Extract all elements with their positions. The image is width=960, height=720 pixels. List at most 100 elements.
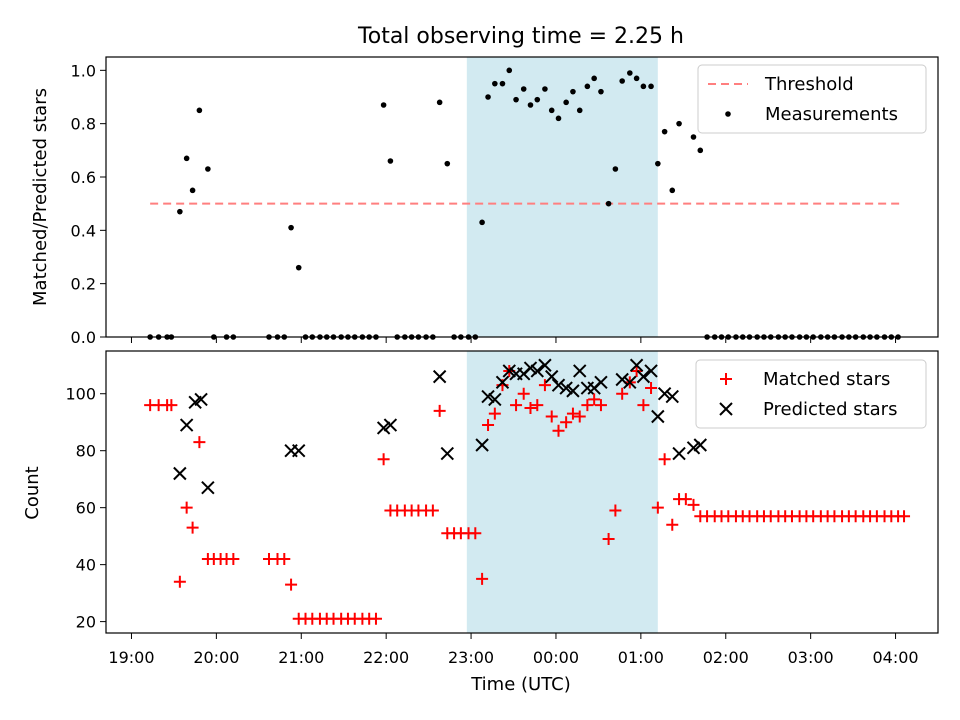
predicted-stars-point: [551, 378, 566, 392]
predicted-stars-point: [651, 409, 665, 424]
top-legend-box: [697, 64, 927, 134]
legend-matched-swatch: [720, 373, 732, 385]
measurements-point: [591, 75, 597, 82]
top-panel: 0.0 0.2 0.4 0.6 0.8 1.0 Matched/Predicted sta…: [30, 56, 939, 347]
predicted-stars-point: [672, 446, 686, 461]
measurements-point: [640, 83, 647, 90]
matched-stars-point: [637, 399, 650, 412]
bottom-y-tick-label: 100: [65, 385, 96, 404]
measurements-point: [542, 86, 548, 92]
predicted-stars-point: [481, 389, 495, 404]
measurements-point: [627, 70, 633, 76]
measurements-point: [548, 107, 555, 114]
matched-stars-point: [285, 578, 298, 591]
measurements-point: [690, 134, 697, 140]
bottom-axes-frame: [105, 350, 939, 634]
predicted-stars-point: [440, 446, 454, 461]
measurements-point: [612, 166, 619, 172]
top-y-tick-label: 0.8: [71, 115, 96, 134]
predicted-stars-point: [566, 384, 580, 398]
measurements-point: [513, 96, 519, 103]
predicted-stars-point: [623, 375, 637, 390]
matched-stars-point: [426, 504, 439, 517]
top-y-tick-label: 0.2: [71, 275, 96, 294]
x-tick-label: 23:00: [448, 648, 494, 667]
top-shaded-region: [466, 57, 658, 337]
measurements-point: [499, 80, 506, 87]
x-tick-label: 02:00: [703, 648, 749, 667]
top-plot-layer: 0.0 0.2 0.4 0.6 0.8 1.0: [71, 56, 939, 347]
measurements-point: [205, 166, 211, 172]
measurements-point: [648, 83, 654, 90]
matched-stars-point: [545, 410, 558, 423]
measurements-point: [655, 160, 661, 167]
x-tick-label: 20:00: [193, 648, 239, 667]
predicted-stars-point: [636, 369, 651, 384]
x-axis-label: Time (UTC): [470, 674, 571, 695]
x-tick-label: 19:00: [108, 648, 154, 667]
predicted-stars-point: [173, 466, 187, 481]
legend-predicted-label: Predicted stars: [763, 399, 897, 420]
measurements-point: [697, 147, 704, 154]
predicted-stars-point: [179, 418, 194, 432]
measurements-point: [444, 160, 451, 167]
predicted-stars-point: [538, 358, 552, 372]
predicted-stars-point: [502, 364, 516, 378]
x-tick-label: 21:00: [278, 648, 324, 667]
measurements-point: [669, 187, 676, 194]
bottom-panel: 20 40 60 80 100 19:00 20:00 21:00 22:00 23:00 00:0…: [22, 350, 939, 695]
measurements-point: [676, 120, 682, 127]
measurements-point: [380, 102, 387, 108]
predicted-stars-point: [201, 481, 215, 495]
measurements-point: [576, 107, 583, 114]
predicted-stars-point: [376, 421, 391, 435]
matched-stars-point: [602, 533, 615, 545]
top-y-tick-label: 1.0: [71, 61, 96, 80]
predicted-stars-point: [495, 375, 510, 390]
predicted-stars-point: [644, 364, 658, 378]
measurements-point: [436, 99, 443, 106]
x-tick-label: 04:00: [872, 648, 918, 667]
figure-title: Total observing time = 2.25 h: [357, 24, 684, 49]
predicted-stars-point: [629, 358, 644, 372]
measurements-point: [492, 80, 498, 87]
bottom-plot-layer: 20 40 60 80 100 19:00 20:00 21:00 22:00 23:00 00:0…: [65, 350, 939, 667]
measurements-point: [387, 158, 394, 164]
bottom-y-tick-label: 40: [76, 556, 96, 575]
x-tick-label: 00:00: [533, 648, 579, 667]
predicted-stars-point: [194, 392, 208, 407]
top-y-tick-label: 0.6: [71, 168, 96, 187]
matched-stars-point: [687, 498, 700, 511]
predicted-stars-point: [545, 369, 559, 384]
matched-stars-point: [186, 521, 199, 534]
top-axes-frame: [105, 56, 939, 338]
predicted-stars-point: [573, 364, 587, 378]
matched-stars-point: [510, 399, 523, 412]
matched-stars-point: [679, 493, 692, 506]
x-tick-label: 01:00: [618, 648, 664, 667]
matched-stars-point: [482, 419, 495, 432]
top-y-axis-label: Matched/Predicted stars: [30, 88, 51, 306]
predicted-stars-point: [657, 387, 672, 401]
matched-stars-point: [609, 504, 622, 517]
matched-stars-point: [165, 399, 178, 412]
matched-stars-point: [278, 552, 291, 565]
predicted-stars-point: [665, 389, 679, 404]
matched-stars-point: [594, 399, 607, 412]
predicted-stars-point: [292, 443, 306, 458]
matched-stars-point: [560, 416, 573, 429]
measurements-point: [563, 99, 569, 106]
measurements-point: [527, 102, 534, 108]
measurements-point: [485, 94, 491, 100]
x-tick-label: 03:00: [788, 648, 834, 667]
measurements-point: [598, 88, 604, 95]
top-y-tick-label: 0.4: [71, 221, 96, 240]
matched-stars-point: [645, 382, 658, 395]
matched-stars-point: [524, 401, 537, 414]
matched-stars-point: [180, 501, 193, 514]
measurements-point: [183, 155, 190, 162]
matched-stars-point: [898, 510, 911, 523]
matched-stars-point: [616, 387, 629, 400]
legend-measurements-swatch: [725, 111, 731, 117]
bottom-legend-box: [695, 359, 927, 429]
